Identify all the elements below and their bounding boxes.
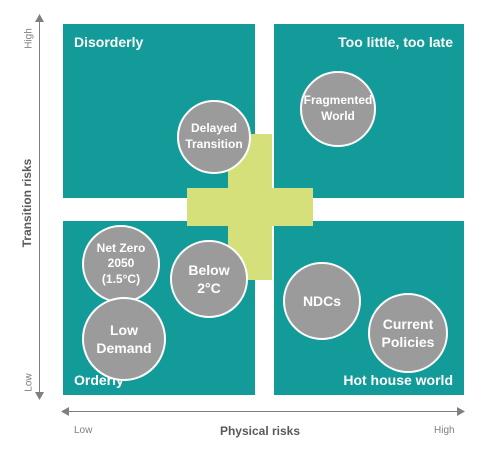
scenario-label-line: 2050 bbox=[107, 256, 135, 271]
y-axis-low-label: Low bbox=[23, 373, 35, 392]
quadrant-label-hot-house-world: Hot house world bbox=[343, 372, 453, 388]
x-axis-title: Physical risks bbox=[219, 424, 301, 438]
scenario-label-line: Current bbox=[382, 315, 434, 332]
y-axis-arrow-up-icon bbox=[35, 14, 44, 22]
scenario-fragmented-world: Fragmented World bbox=[300, 71, 376, 147]
scenario-label-line: 2°C bbox=[197, 280, 221, 296]
center-cross-horizontal bbox=[187, 188, 313, 226]
x-axis-low-label: Low bbox=[74, 425, 93, 436]
scenario-label-line: Transition bbox=[185, 137, 243, 151]
scenario-label-line: (1.5°C) bbox=[101, 271, 141, 286]
quadrant-label-disorderly: Disorderly bbox=[74, 34, 144, 50]
scenario-label-line: Low bbox=[109, 321, 138, 338]
x-axis-high-label: High bbox=[434, 425, 455, 436]
y-axis-high-label: High bbox=[23, 28, 35, 49]
scenario-ndcs: NDCs bbox=[283, 262, 361, 340]
scenario-below-2c: Below 2°C bbox=[170, 240, 248, 318]
scenario-label-line: Net Zero bbox=[96, 240, 146, 255]
scenario-label-line: World bbox=[321, 109, 355, 123]
scenario-label-line: NDCs bbox=[302, 292, 342, 309]
y-axis-line bbox=[39, 18, 40, 396]
scenario-label-line: Fragmented bbox=[303, 93, 373, 108]
scenario-current-policies: Current Policies bbox=[368, 293, 448, 373]
x-axis-line bbox=[66, 411, 459, 412]
scenario-delayed-transition: Delayed Transition bbox=[177, 100, 251, 174]
scenario-label-line: Demand bbox=[96, 340, 152, 356]
scenario-low-demand: Low Demand bbox=[82, 297, 166, 381]
scenario-label-line: Delayed bbox=[190, 121, 238, 136]
scenario-label-line: Below bbox=[188, 261, 230, 278]
x-axis-arrow-left-icon bbox=[61, 407, 69, 416]
quadrant-label-too-little-too-late: Too little, too late bbox=[338, 34, 453, 50]
scenario-net-zero-2050: Net Zero 2050 (1.5°C) bbox=[82, 225, 160, 303]
y-axis-arrow-down-icon bbox=[35, 392, 44, 400]
x-axis-arrow-right-icon bbox=[457, 407, 465, 416]
scenario-label-line: Policies bbox=[381, 334, 435, 350]
y-axis-title: Transition risks bbox=[20, 158, 34, 248]
